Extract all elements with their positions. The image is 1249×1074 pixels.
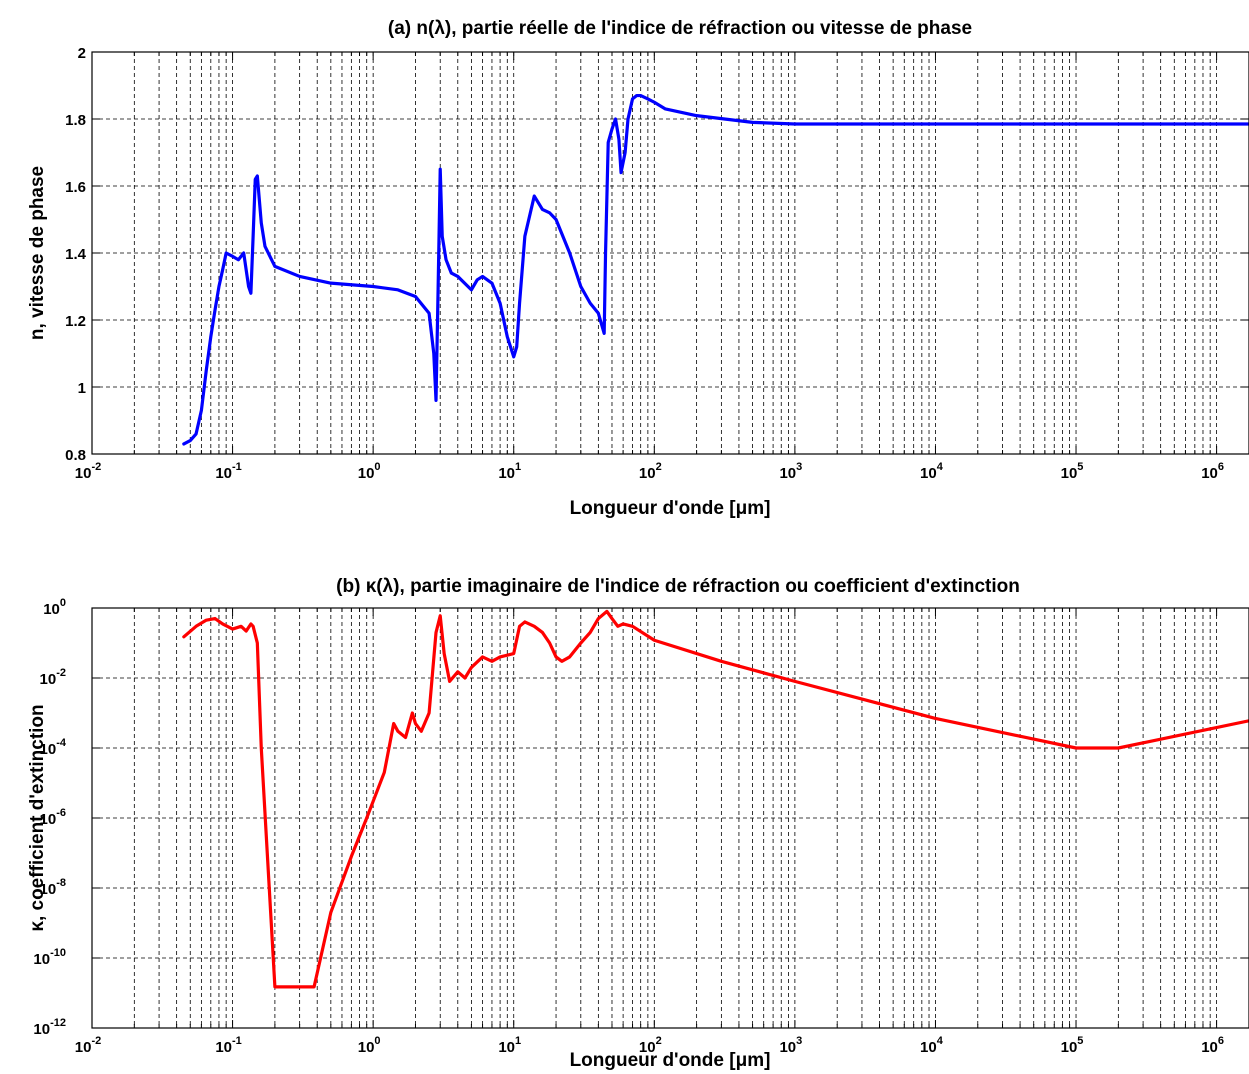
chart-a-frame — [91, 51, 1249, 455]
x-tick-label: 106 — [1201, 461, 1224, 482]
y-tick-label: 10-10 — [33, 947, 66, 968]
x-tick-label: 10-2 — [75, 1035, 101, 1056]
chart-b-tick-marks — [92, 607, 1249, 1029]
x-tick-label: 103 — [779, 1035, 802, 1056]
chart-b-grid — [92, 608, 1249, 1028]
y-tick-label: 10-8 — [40, 877, 66, 898]
y-tick-label: 0.8 — [65, 447, 86, 464]
y-tick-label: 1.8 — [65, 112, 86, 129]
x-tick-label: 104 — [920, 461, 944, 482]
y-tick-label: 1.6 — [65, 179, 86, 196]
chart-panel-a: 10-2 10-1 100 101 102 103 104 105 106 0.8 1 1.2 1.4 1… — [27, 18, 1249, 519]
chart-b-frame — [91, 607, 1249, 1029]
chart-a-tick-labels: 10-2 10-1 100 101 102 103 104 105 106 0.8 1 1.2 1.4 1… — [65, 45, 1224, 482]
x-tick-label: 10-1 — [215, 461, 241, 482]
x-tick-label: 104 — [920, 1035, 944, 1056]
chart-b-ylabel: κ, coefficient d'extinction — [27, 704, 48, 931]
chart-b-xlabel: Longueur d'onde [μm] — [570, 1050, 771, 1071]
chart-panel-b: 10-2 10-1 100 101 102 103 104 105 106 10-12 10-10 1… — [27, 576, 1249, 1071]
chart-a-series-line — [182, 93, 1249, 446]
x-tick-label: 10-1 — [215, 1035, 241, 1056]
y-tick-label: 10-4 — [40, 737, 67, 758]
x-tick-label: 100 — [358, 461, 381, 482]
x-tick-label: 105 — [1061, 1035, 1084, 1056]
x-tick-label: 10-2 — [75, 461, 101, 482]
x-tick-label: 106 — [1201, 1035, 1224, 1056]
chart-b-series-line — [182, 609, 1249, 989]
chart-a-ylabel: n, vitesse de phase — [27, 166, 48, 340]
chart-a-grid — [92, 52, 1249, 454]
x-tick-label: 105 — [1061, 461, 1084, 482]
y-tick-label: 10-6 — [40, 807, 66, 828]
chart-a-tick-marks — [92, 51, 1249, 455]
chart-b-tick-labels: 10-2 10-1 100 101 102 103 104 105 106 10-12 10-10 1… — [33, 597, 1224, 1056]
y-tick-label: 10-2 — [40, 667, 66, 688]
chart-a-xlabel: Longueur d'onde [μm] — [570, 498, 771, 519]
chart-a-title: (a) n(λ), partie réelle de l'indice de r… — [388, 18, 972, 39]
y-tick-label: 2 — [78, 45, 86, 62]
x-tick-label: 101 — [498, 461, 521, 482]
y-tick-label: 1 — [78, 380, 86, 397]
x-tick-label: 102 — [639, 461, 662, 482]
y-tick-label: 1.4 — [65, 246, 87, 263]
y-tick-label: 1.2 — [65, 313, 86, 330]
y-tick-label: 10-12 — [33, 1017, 66, 1038]
chart-b-title: (b) κ(λ), partie imaginaire de l'indice … — [336, 576, 1020, 597]
x-tick-label: 100 — [358, 1035, 381, 1056]
x-tick-label: 101 — [498, 1035, 521, 1056]
x-tick-label: 103 — [779, 461, 802, 482]
x-tick-label: 102 — [639, 1035, 662, 1056]
y-tick-label: 100 — [43, 597, 66, 618]
